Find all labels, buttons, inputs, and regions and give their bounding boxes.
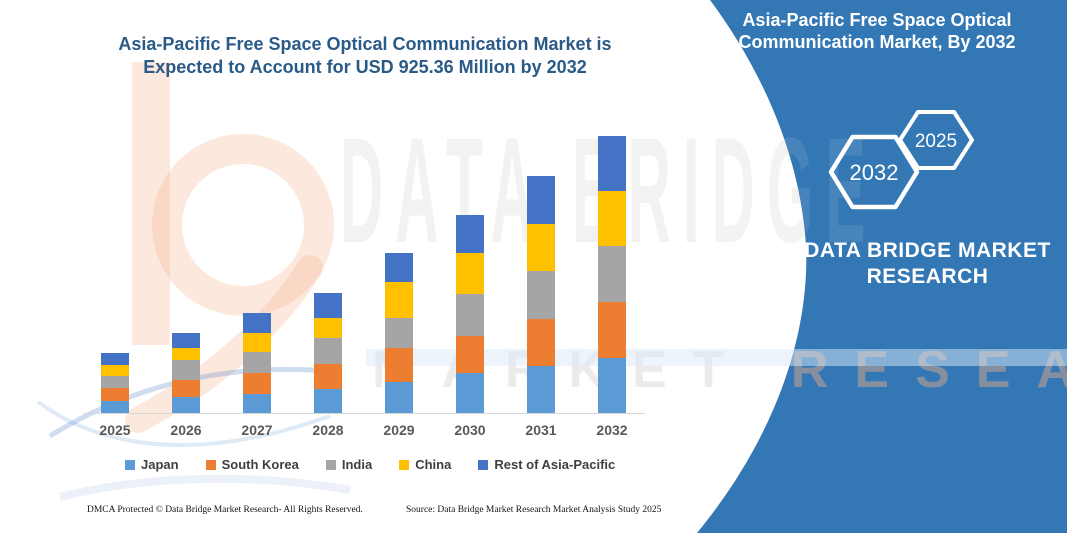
legend-item-japan: Japan [125, 457, 179, 472]
stacked-bar-2025 [101, 353, 129, 413]
stacked-bar-2030 [456, 215, 484, 413]
stacked-bar-2027 [243, 313, 271, 413]
bar-segment-2032-japan [598, 358, 626, 413]
bar-segment-2029-japan [385, 381, 413, 413]
x-axis-label-2028: 2028 [312, 422, 344, 438]
legend-swatch-icon [478, 459, 489, 470]
bar-segment-2030-india [456, 293, 484, 337]
bar-segment-2028-india [314, 337, 342, 365]
legend-label: South Korea [221, 457, 299, 472]
x-axis-label-2027: 2027 [241, 422, 273, 438]
bar-segment-2025-india [101, 375, 129, 389]
stacked-bar-2026 [172, 333, 200, 413]
legend-label: Japan [141, 457, 179, 472]
bar-segment-2032-india [598, 246, 626, 303]
legend-swatch-icon [325, 459, 336, 470]
watermark-text-row1-overlay: DATA BRIDGE [702, 106, 878, 274]
bar-segment-2030-japan [456, 373, 484, 413]
bar-segment-2031-japan [527, 366, 555, 413]
stacked-bar-2031 [527, 176, 555, 413]
x-axis-label-2026: 2026 [170, 422, 202, 438]
bar-segment-2031-india [527, 271, 555, 319]
x-axis-label-2025: 2025 [99, 422, 131, 438]
legend-swatch-icon [205, 459, 216, 470]
panel-title-line2: Communication Market, By 2032 [738, 32, 1016, 52]
x-axis-label-2032: 2032 [596, 422, 628, 438]
bar-segment-2028-rest-of-asia-pacific [314, 292, 342, 318]
bar-segment-2027-india [243, 351, 271, 373]
x-axis-label-2031: 2031 [525, 422, 557, 438]
bar-segment-2030-china [456, 252, 484, 294]
bar-segment-2029-china [385, 282, 413, 318]
x-axis-label-2030: 2030 [454, 422, 486, 438]
chart-title-line2: Expected to Account for USD 925.36 Milli… [143, 57, 587, 77]
bar-segment-2026-japan [172, 396, 200, 413]
bar-segment-2032-china [598, 191, 626, 247]
bar-segment-2026-south-korea [172, 380, 200, 397]
bar-segment-2030-rest-of-asia-pacific [456, 215, 484, 253]
hexagon-2032-icon [828, 134, 920, 210]
x-axis-line [84, 413, 645, 414]
bar-segment-2027-china [243, 333, 271, 352]
panel-title: Asia-Pacific Free Space Optical Communic… [712, 9, 1042, 53]
bar-segment-2031-china [527, 223, 555, 272]
bar-segment-2031-south-korea [527, 318, 555, 367]
bar-segment-2029-india [385, 317, 413, 348]
legend-swatch-icon [399, 459, 410, 470]
bar-segment-2027-japan [243, 394, 271, 413]
bar-segment-2026-china [172, 347, 200, 361]
bar-segment-2026-india [172, 360, 200, 381]
bar-segment-2027-rest-of-asia-pacific [243, 313, 271, 334]
bar-segment-2030-south-korea [456, 336, 484, 374]
stacked-bar-2029 [385, 253, 413, 413]
panel-title-line1: Asia-Pacific Free Space Optical [742, 10, 1012, 30]
bar-segment-2029-rest-of-asia-pacific [385, 253, 413, 283]
stacked-bar-2032 [598, 136, 626, 413]
legend-item-south-korea: South Korea [205, 457, 299, 472]
bar-segment-2028-south-korea [314, 364, 342, 389]
bar-segment-2025-rest-of-asia-pacific [101, 353, 129, 365]
bar-segment-2027-south-korea [243, 372, 271, 395]
bar-segment-2025-japan [101, 400, 129, 413]
chart-title: Asia-Pacific Free Space Optical Communic… [85, 33, 645, 79]
bar-segment-2028-japan [314, 389, 342, 413]
legend-label: India [341, 457, 373, 472]
legend-item-china: China [399, 457, 451, 472]
watermark-overlay-clip: DATA BRIDGE [702, 0, 1067, 533]
bar-segment-2025-south-korea [101, 388, 129, 401]
x-axis-label-2029: 2029 [383, 422, 415, 438]
chart-legend: Japan South Korea India China Rest of Asia-P… [125, 457, 615, 472]
hexagon-2025-icon [898, 110, 974, 170]
brand-name: DATA BRIDGE MARKET RESEARCH [775, 238, 1067, 290]
stacked-bar-2028 [314, 292, 342, 413]
brand-line2: RESEARCH [866, 265, 989, 288]
footer-dmca-text: DMCA Protected © Data Bridge Market Rese… [87, 505, 363, 515]
hexagon-2032-label: 2032 [850, 160, 899, 185]
bar-segment-2025-china [101, 364, 129, 376]
legend-item-india: India [325, 457, 373, 472]
bar-segment-2026-rest-of-asia-pacific [172, 333, 200, 348]
legend-swatch-icon [125, 459, 135, 470]
hexagon-2025-label: 2025 [915, 131, 957, 152]
bar-segment-2028-china [314, 317, 342, 338]
legend-item-rest-of-asia-pacific: Rest of Asia-Pacific [478, 457, 615, 472]
legend-label: China [415, 457, 452, 472]
bar-segment-2032-rest-of-asia-pacific [598, 136, 626, 192]
bar-segment-2029-south-korea [385, 347, 413, 382]
chart-title-line1: Asia-Pacific Free Space Optical Communic… [118, 34, 612, 54]
brand-line1: DATA BRIDGE MARKET [804, 239, 1051, 262]
bar-segment-2031-rest-of-asia-pacific [527, 176, 555, 224]
bar-segment-2032-south-korea [598, 302, 626, 358]
footer-source-text: Source: Data Bridge Market Research Mark… [406, 505, 662, 515]
legend-label: Rest of Asia-Pacific [494, 457, 616, 472]
